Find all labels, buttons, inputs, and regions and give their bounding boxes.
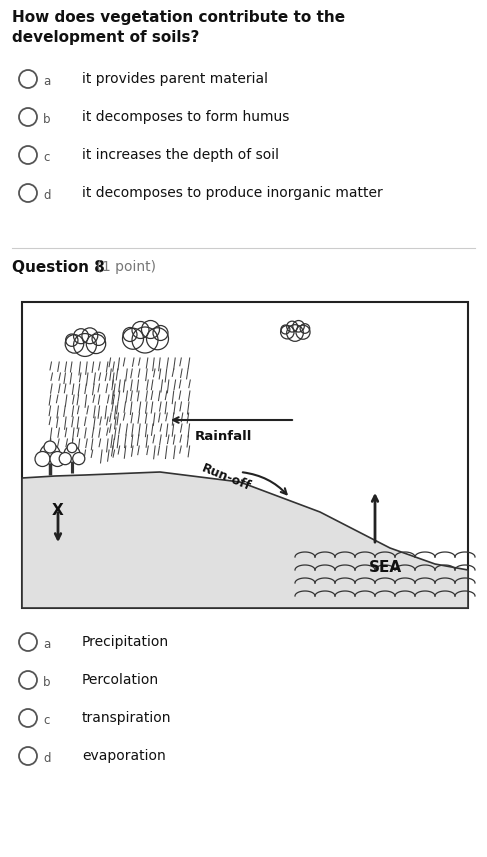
Circle shape [74, 333, 96, 357]
Circle shape [153, 326, 168, 340]
Circle shape [64, 446, 80, 462]
Text: transpiration: transpiration [82, 711, 171, 725]
Circle shape [300, 324, 310, 333]
Circle shape [287, 321, 298, 332]
Circle shape [82, 328, 98, 344]
Text: How does vegetation contribute to the
development of soils?: How does vegetation contribute to the de… [12, 10, 345, 45]
Text: evaporation: evaporation [82, 749, 166, 763]
Circle shape [59, 452, 71, 464]
Text: Precipitation: Precipitation [82, 635, 169, 649]
Circle shape [147, 327, 169, 350]
Circle shape [123, 328, 144, 350]
Circle shape [50, 452, 65, 466]
Circle shape [40, 444, 60, 464]
Circle shape [287, 325, 303, 341]
Circle shape [74, 329, 89, 344]
Circle shape [44, 441, 56, 453]
Text: SEA: SEA [369, 560, 402, 575]
Text: a: a [43, 75, 50, 87]
Circle shape [281, 325, 290, 334]
Text: Question 8: Question 8 [12, 260, 105, 275]
Circle shape [281, 326, 294, 339]
Circle shape [67, 443, 77, 452]
Text: a: a [43, 638, 50, 650]
Circle shape [123, 327, 137, 341]
Text: b: b [43, 675, 51, 688]
Text: d: d [43, 189, 51, 201]
Text: d: d [43, 752, 51, 764]
Bar [22, 302, 468, 608]
Circle shape [66, 334, 78, 346]
Text: b: b [43, 112, 51, 125]
Circle shape [132, 327, 158, 353]
Circle shape [35, 452, 50, 466]
Text: Rainfall: Rainfall [195, 430, 252, 443]
Text: Percolation: Percolation [82, 673, 159, 687]
Circle shape [132, 321, 149, 339]
Text: it decomposes to produce inorganic matter: it decomposes to produce inorganic matte… [82, 186, 383, 200]
Text: X: X [52, 503, 64, 518]
Text: it provides parent material: it provides parent material [82, 72, 268, 86]
Text: it increases the depth of soil: it increases the depth of soil [82, 148, 279, 162]
Circle shape [65, 335, 84, 353]
Circle shape [92, 333, 105, 345]
Text: (1 point): (1 point) [92, 260, 156, 274]
Circle shape [142, 321, 160, 339]
Text: it decomposes to form humus: it decomposes to form humus [82, 110, 289, 124]
Polygon shape [22, 472, 468, 608]
Text: Run-off: Run-off [200, 462, 253, 494]
Circle shape [296, 325, 310, 339]
Circle shape [73, 452, 85, 464]
Circle shape [86, 334, 106, 354]
Text: c: c [43, 151, 49, 164]
Circle shape [293, 321, 304, 332]
Text: c: c [43, 714, 49, 727]
